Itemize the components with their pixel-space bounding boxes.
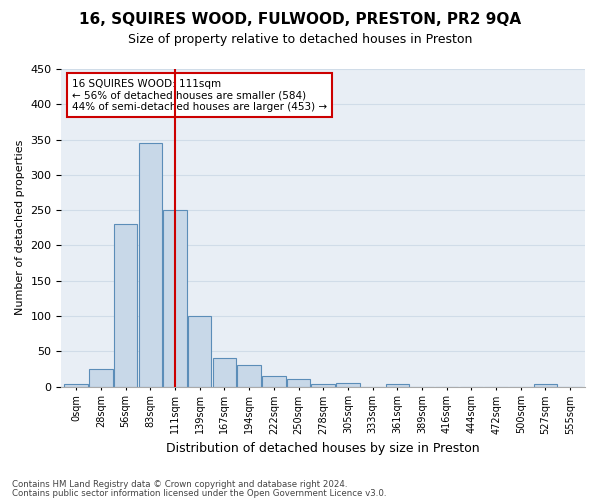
Text: 16 SQUIRES WOOD: 111sqm
← 56% of detached houses are smaller (584)
44% of semi-d: 16 SQUIRES WOOD: 111sqm ← 56% of detache…: [72, 78, 327, 112]
Bar: [386, 384, 409, 386]
Bar: [163, 210, 187, 386]
Bar: [64, 384, 88, 386]
Text: Contains public sector information licensed under the Open Government Licence v3: Contains public sector information licen…: [12, 488, 386, 498]
Bar: [262, 376, 286, 386]
Bar: [311, 384, 335, 386]
Bar: [287, 379, 310, 386]
Bar: [336, 383, 359, 386]
X-axis label: Distribution of detached houses by size in Preston: Distribution of detached houses by size …: [166, 442, 480, 455]
Text: 16, SQUIRES WOOD, FULWOOD, PRESTON, PR2 9QA: 16, SQUIRES WOOD, FULWOOD, PRESTON, PR2 …: [79, 12, 521, 28]
Text: Size of property relative to detached houses in Preston: Size of property relative to detached ho…: [128, 32, 472, 46]
Bar: [212, 358, 236, 386]
Bar: [238, 366, 261, 386]
Bar: [188, 316, 211, 386]
Bar: [89, 369, 113, 386]
Bar: [534, 384, 557, 386]
Text: Contains HM Land Registry data © Crown copyright and database right 2024.: Contains HM Land Registry data © Crown c…: [12, 480, 347, 489]
Y-axis label: Number of detached properties: Number of detached properties: [15, 140, 25, 316]
Bar: [114, 224, 137, 386]
Bar: [139, 143, 162, 386]
